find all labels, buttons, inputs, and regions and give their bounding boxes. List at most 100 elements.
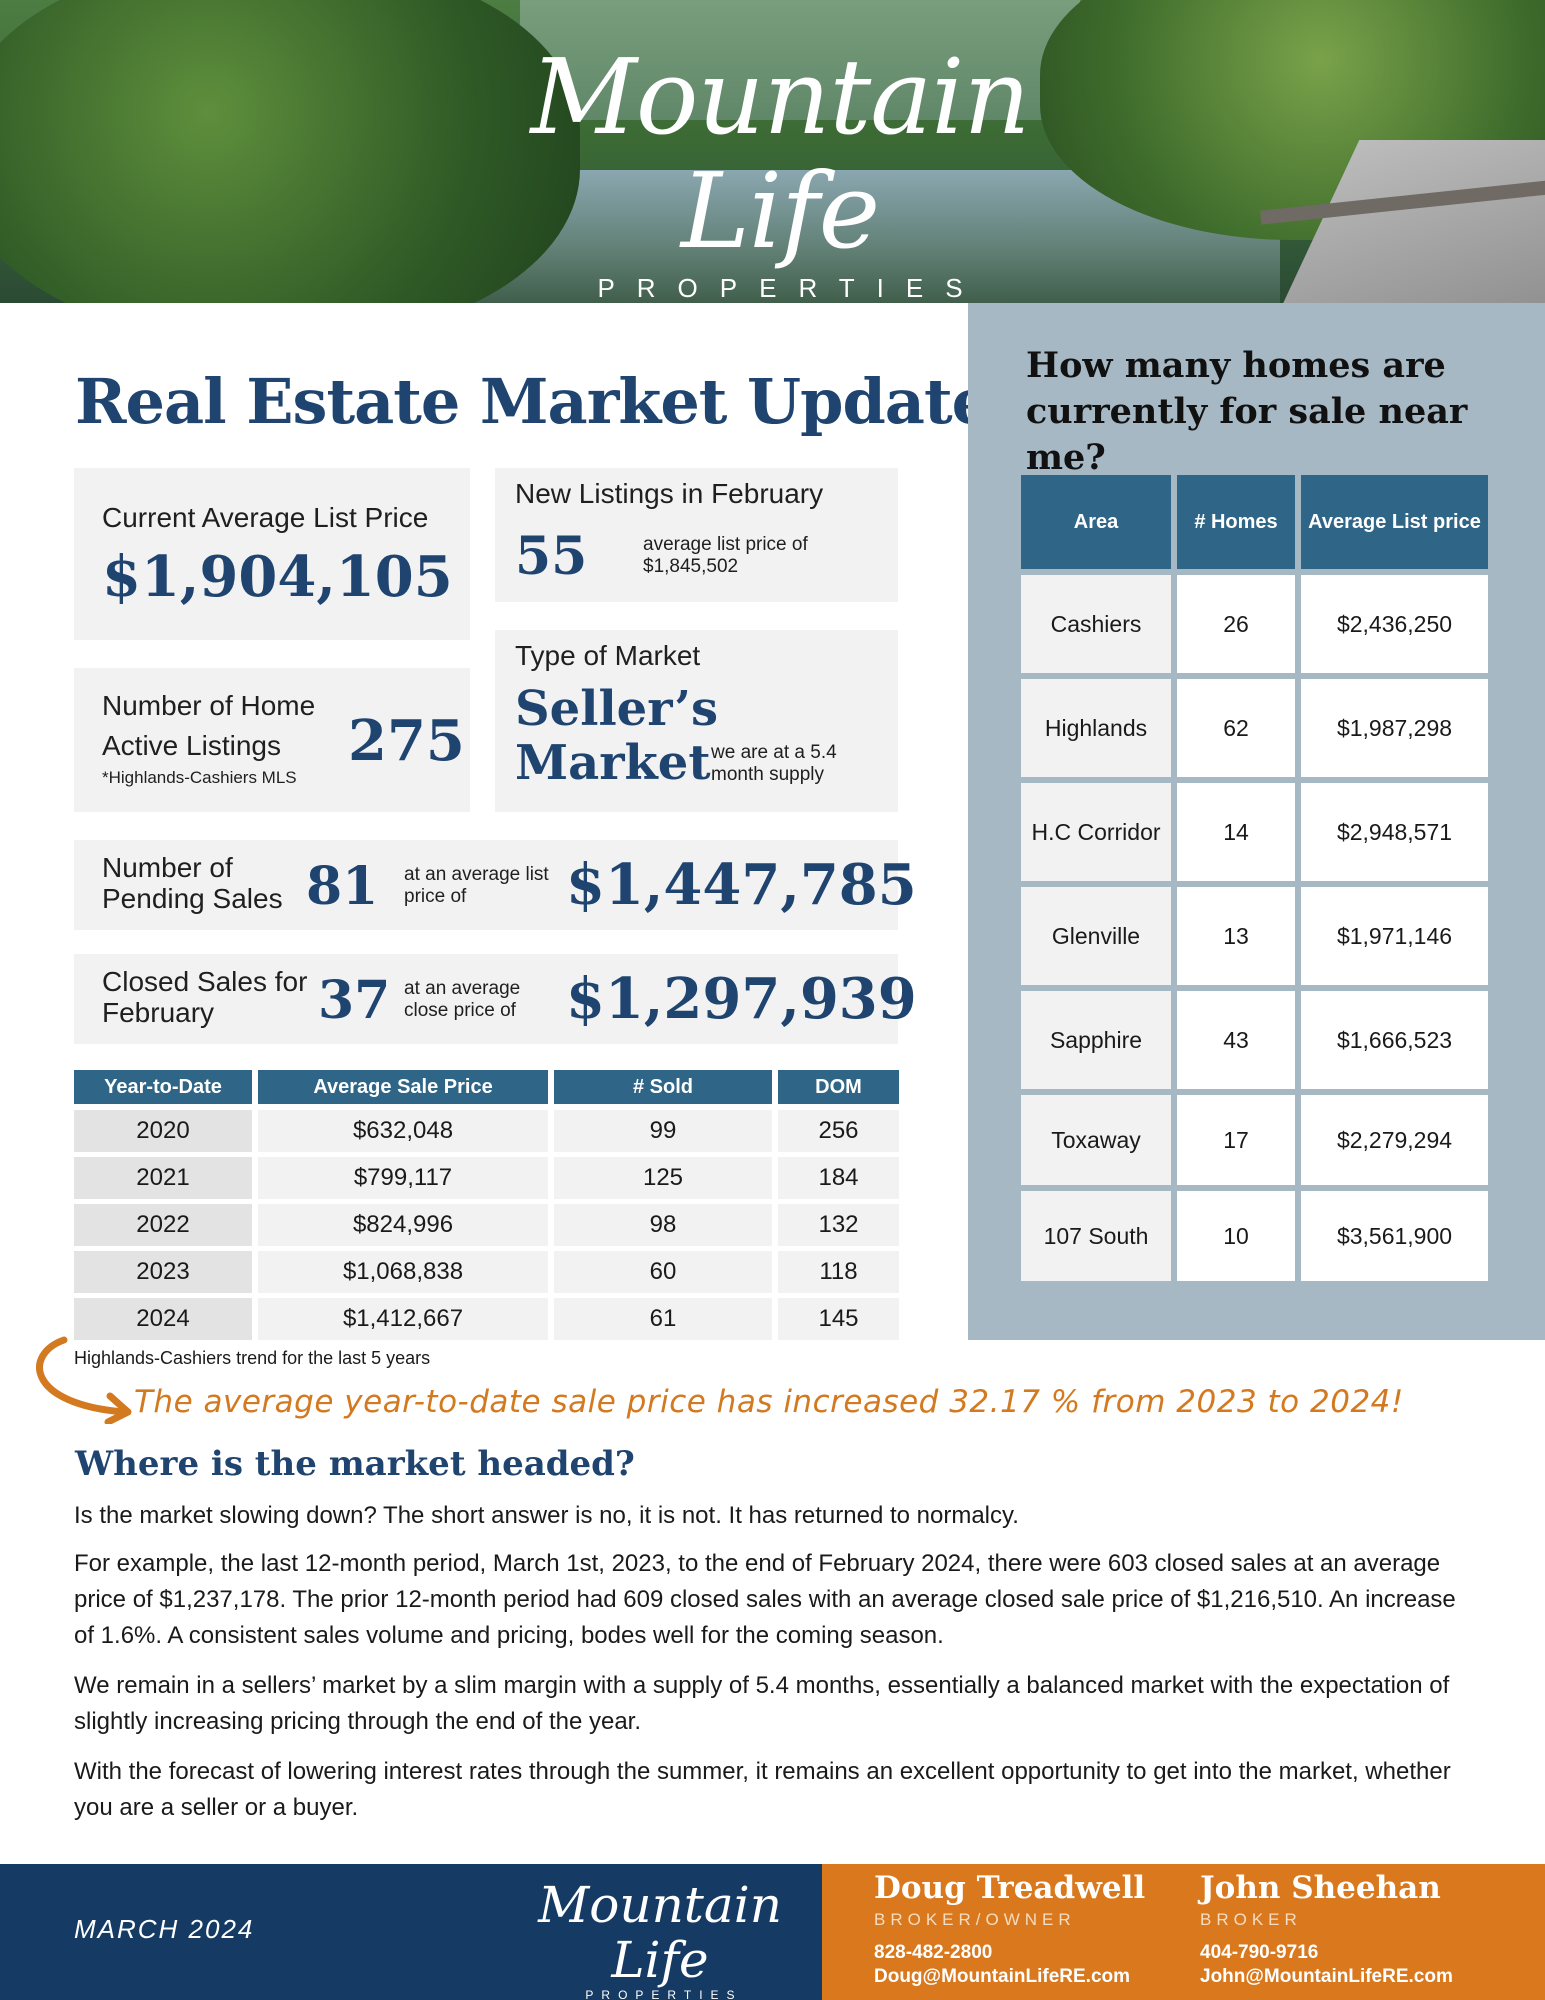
table-row: Glenville 13 $1,971,146 <box>1021 887 1488 985</box>
hero-trees-left <box>0 0 580 303</box>
ytd-cell-year: 2021 <box>74 1157 252 1199</box>
active-listings-value: 275 <box>348 708 465 774</box>
ytd-cell-year: 2022 <box>74 1204 252 1246</box>
table-row: 2020 $632,048 99 256 <box>74 1110 899 1152</box>
ytd-cell-dom: 184 <box>778 1157 899 1199</box>
table-row: 2021 $799,117 125 184 <box>74 1157 899 1199</box>
hero-logo-sub: PROPERTIES <box>597 272 985 303</box>
homes-cell-price: $2,279,294 <box>1301 1095 1488 1185</box>
closed-sales-price: $1,297,939 <box>566 966 917 1032</box>
table-row: Toxaway 17 $2,279,294 <box>1021 1095 1488 1185</box>
footer-logo: Mountain Life PROPERTIES <box>520 1878 800 2000</box>
table-row: 2023 $1,068,838 60 118 <box>74 1251 899 1293</box>
pending-sales-card: Number of Pending Sales 81 at an average… <box>74 840 917 930</box>
active-listings-footnote: *Highlands-Cashiers MLS <box>102 768 297 787</box>
ytd-cell-sold: 98 <box>554 1204 772 1246</box>
homes-cell-area: 107 South <box>1021 1191 1171 1281</box>
table-row: Highlands 62 $1,987,298 <box>1021 679 1488 777</box>
curved-arrow-icon <box>36 1336 132 1424</box>
footer-logo-script: Mountain Life <box>538 1876 782 1989</box>
pending-sales-label: Number of Pending Sales <box>102 852 283 914</box>
avg-list-price-card: Current Average List Price $1,904,105 <box>74 468 470 640</box>
new-listings-label: New Listings in February <box>515 478 824 509</box>
page-title: Real Estate Market Update <box>75 365 991 438</box>
ytd-header-price: Average Sale Price <box>258 1070 548 1104</box>
ytd-header-dom: DOM <box>778 1070 899 1104</box>
new-listings-value: 55 <box>515 526 588 587</box>
homes-cell-area: Sapphire <box>1021 991 1171 1089</box>
ytd-cell-dom: 132 <box>778 1204 899 1246</box>
homes-cell-count: 43 <box>1177 991 1295 1089</box>
ytd-cell-price: $799,117 <box>258 1157 548 1199</box>
ytd-cell-dom: 145 <box>778 1298 899 1340</box>
closed-sales-card: Closed Sales for February 37 at an avera… <box>74 954 917 1044</box>
agent-name: John Sheehan <box>1200 1870 1441 1906</box>
ytd-cell-sold: 99 <box>554 1110 772 1152</box>
homes-cell-price: $1,987,298 <box>1301 679 1488 777</box>
homes-panel-title: How many homes are currently for sale ne… <box>1026 345 1468 478</box>
agent-name: Doug Treadwell <box>874 1870 1146 1906</box>
homes-cell-area: H.C Corridor <box>1021 783 1171 881</box>
homes-cell-count: 10 <box>1177 1191 1295 1281</box>
homes-cell-area: Highlands <box>1021 679 1171 777</box>
table-row: 107 South 10 $3,561,900 <box>1021 1191 1488 1281</box>
homes-header-count: # Homes <box>1177 475 1295 569</box>
market-type-card: Type of Market Seller’s Market we are at… <box>495 630 898 812</box>
hero-banner: Mountain Life PROPERTIES <box>0 0 1545 303</box>
ytd-cell-price: $1,412,667 <box>258 1298 548 1340</box>
homes-cell-price: $1,666,523 <box>1301 991 1488 1089</box>
ytd-cell-price: $1,068,838 <box>258 1251 548 1293</box>
ytd-table-header: Year-to-Date Average Sale Price # Sold D… <box>74 1070 899 1104</box>
agent-email[interactable]: John@MountainLifeRE.com <box>1200 1966 1453 1987</box>
ytd-header-sold: # Sold <box>554 1070 772 1104</box>
agent-card: John Sheehan BROKER 404-790-9716 John@Mo… <box>1200 1870 1453 1988</box>
table-row: Sapphire 43 $1,666,523 <box>1021 991 1488 1089</box>
homes-cell-count: 26 <box>1177 575 1295 673</box>
price-increase-callout: The average year-to-date sale price has … <box>134 1384 1404 1420</box>
ytd-cell-sold: 125 <box>554 1157 772 1199</box>
avg-list-price-value: $1,904,105 <box>102 544 453 610</box>
ytd-table: Year-to-Date Average Sale Price # Sold D… <box>74 1070 899 1345</box>
paragraph: With the forecast of lowering interest r… <box>74 1758 1451 1821</box>
paragraph: For example, the last 12-month period, M… <box>74 1550 1456 1649</box>
agent-phone[interactable]: 404-790-9716 <box>1200 1942 1319 1963</box>
new-listings-card: New Listings in February 55 average list… <box>495 468 898 602</box>
homes-table: Area # Homes Average List price Cashiers… <box>1021 475 1488 1287</box>
pending-sales-note: at an average list price of <box>404 864 549 907</box>
homes-cell-price: $3,561,900 <box>1301 1191 1488 1281</box>
homes-cell-count: 14 <box>1177 783 1295 881</box>
homes-header-area: Area <box>1021 475 1171 569</box>
footer-date: MARCH 2024 <box>74 1914 255 1944</box>
table-row: 2024 $1,412,667 61 145 <box>74 1298 899 1340</box>
paragraph: Is the market slowing down? The short an… <box>74 1502 1019 1529</box>
homes-table-header: Area # Homes Average List price <box>1021 475 1488 569</box>
market-type-value: Seller’s Market <box>515 681 718 791</box>
agent-phone[interactable]: 828-482-2800 <box>874 1942 993 1963</box>
closed-sales-note: at an average close price of <box>404 978 521 1021</box>
hero-logo-script: Mountain Life <box>530 36 1030 273</box>
agent-role: BROKER <box>1200 1910 1302 1929</box>
ytd-cell-dom: 256 <box>778 1110 899 1152</box>
active-listings-label: Number of Home Active Listings <box>102 690 316 761</box>
market-type-label: Type of Market <box>515 640 701 671</box>
agent-role: BROKER/OWNER <box>874 1910 1076 1929</box>
footer-left: MARCH 2024 Mountain Life PROPERTIES <box>0 1864 822 2000</box>
footer-logo-sub: PROPERTIES <box>585 1988 743 2000</box>
homes-cell-price: $2,436,250 <box>1301 575 1488 673</box>
agent-card: Doug Treadwell BROKER/OWNER 828-482-2800… <box>874 1870 1145 1988</box>
homes-cell-count: 17 <box>1177 1095 1295 1185</box>
homes-cell-price: $1,971,146 <box>1301 887 1488 985</box>
homes-cell-area: Toxaway <box>1021 1095 1171 1185</box>
hero-sky <box>520 0 1080 120</box>
ytd-cell-price: $632,048 <box>258 1110 548 1152</box>
homes-cell-area: Glenville <box>1021 887 1171 985</box>
table-row: 2022 $824,996 98 132 <box>74 1204 899 1246</box>
agent-email[interactable]: Doug@MountainLifeRE.com <box>874 1966 1131 1987</box>
ytd-cell-year: 2024 <box>74 1298 252 1340</box>
closed-sales-count: 37 <box>318 970 391 1031</box>
market-type-note: we are at a 5.4 month supply <box>711 742 837 785</box>
footer-contacts: Doug Treadwell BROKER/OWNER 828-482-2800… <box>822 1864 1545 2000</box>
new-listings-note: average list price of $1,845,502 <box>643 534 808 577</box>
trend-caption: Highlands-Cashiers trend for the last 5 … <box>74 1348 431 1368</box>
market-headed-title: Where is the market headed? <box>75 1444 635 1484</box>
